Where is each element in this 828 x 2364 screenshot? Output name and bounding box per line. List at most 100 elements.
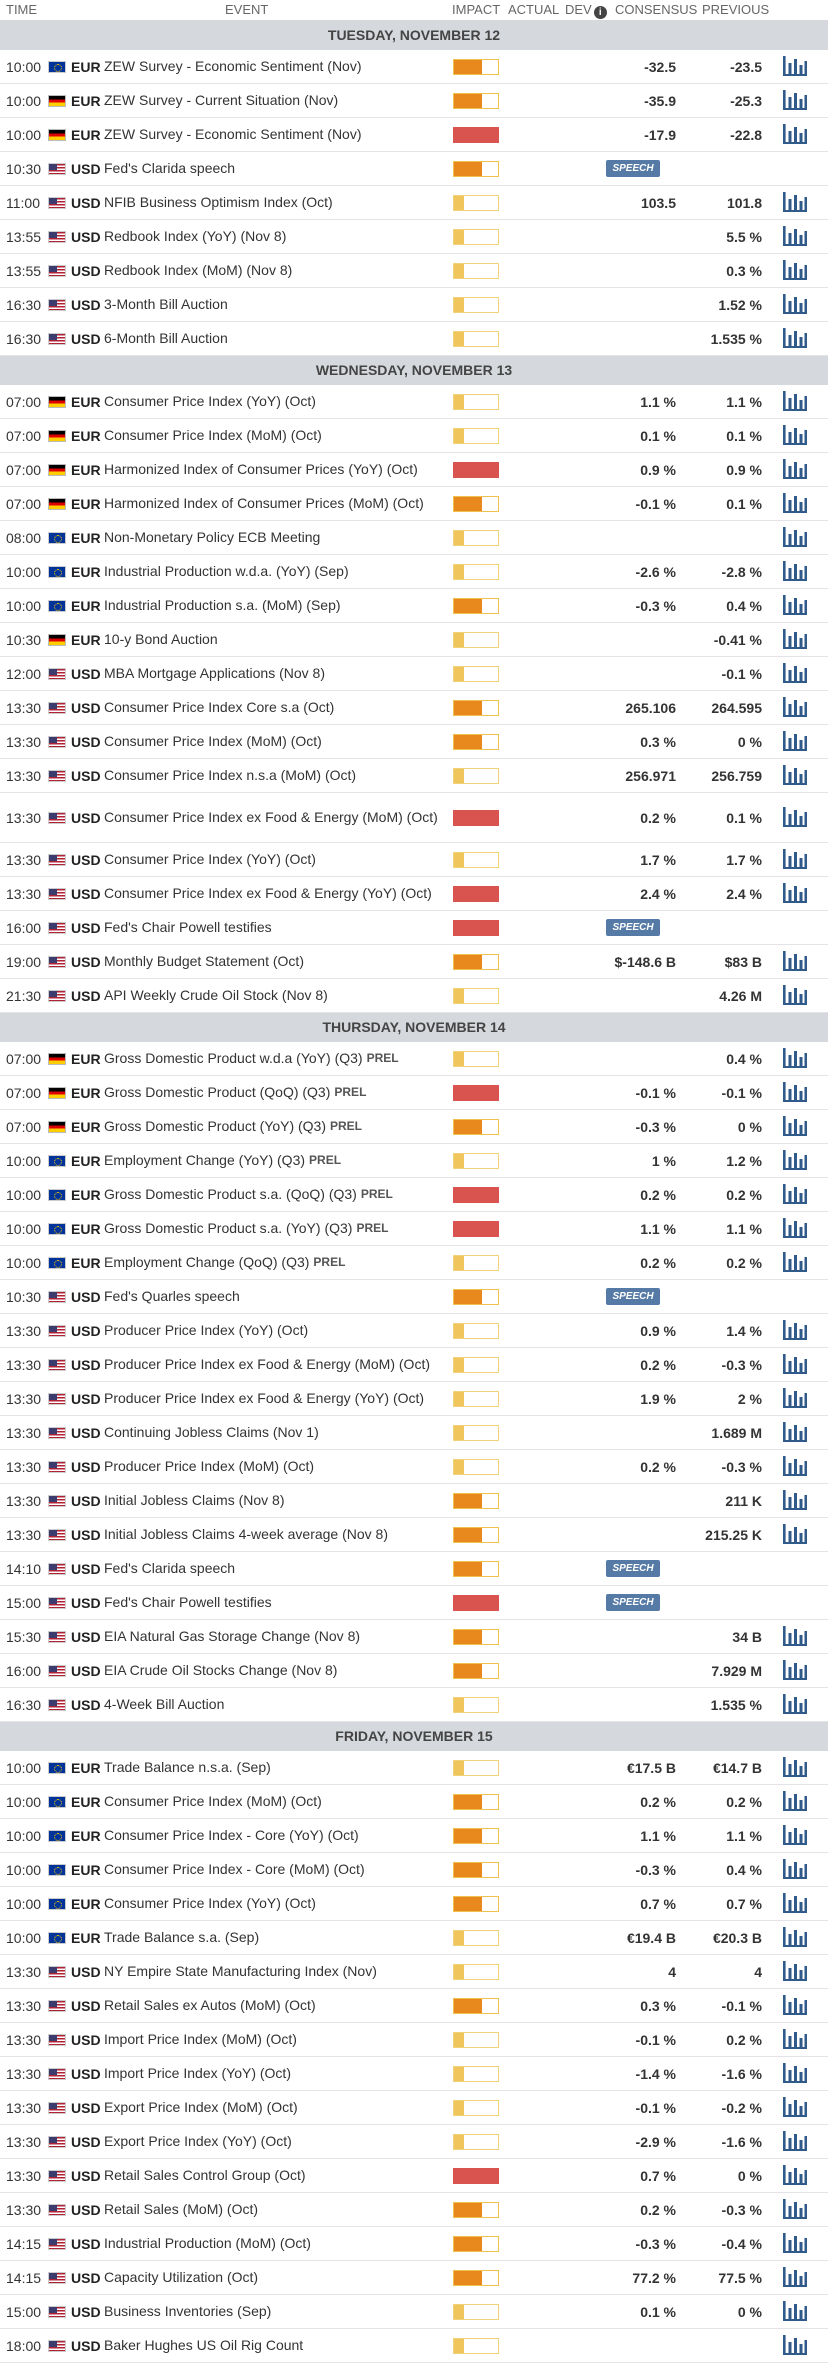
chart-button[interactable] [782, 793, 810, 842]
event-name[interactable]: API Weekly Crude Oil Stock (Nov 8) [104, 987, 328, 1003]
chart-button[interactable] [782, 759, 810, 792]
chart-button[interactable] [782, 1382, 810, 1415]
chart-button[interactable] [782, 1314, 810, 1347]
event-name-cell[interactable]: Non-Monetary Policy ECB Meeting [104, 521, 449, 554]
chart-button[interactable] [782, 1484, 810, 1517]
event-name[interactable]: Fed's Clarida speech [104, 1560, 236, 1576]
event-row[interactable]: 10:00 EUR ZEW Survey - Economic Sentiment … [0, 50, 828, 84]
event-name[interactable]: Gross Domestic Product (QoQ) (Q3) [104, 1084, 331, 1100]
event-name-cell[interactable]: Initial Jobless Claims 4-week average (N… [104, 1518, 449, 1551]
event-name[interactable]: EIA Natural Gas Storage Change (Nov 8) [104, 1628, 361, 1644]
event-name-cell[interactable]: Fed's Clarida speech [104, 1552, 449, 1585]
event-row[interactable]: 07:00 EUR Gross Domestic Product (YoY) (Q3… [0, 1110, 828, 1144]
event-name-cell[interactable]: Consumer Price Index - Core (YoY) (Oct) [104, 1819, 449, 1852]
event-row[interactable]: 10:30 USD Fed's Quarles speech SPEECH [0, 1280, 828, 1314]
event-name[interactable]: Consumer Price Index n.s.a (MoM) (Oct) [104, 767, 357, 783]
event-name-cell[interactable]: Gross Domestic Product s.a. (QoQ) (Q3) PR… [104, 1178, 449, 1211]
event-name-cell[interactable]: 3-Month Bill Auction [104, 288, 449, 321]
event-row[interactable]: 10:00 EUR ZEW Survey - Current Situation (… [0, 84, 828, 118]
event-name[interactable]: Consumer Price Index (YoY) (Oct) [104, 393, 316, 409]
event-name-cell[interactable]: ZEW Survey - Economic Sentiment (Nov) [104, 118, 449, 151]
event-name[interactable]: 6-Month Bill Auction [104, 330, 228, 346]
event-name-cell[interactable]: Consumer Price Index ex Food & Energy (Y… [104, 877, 449, 910]
event-name[interactable]: 10-y Bond Auction [104, 631, 218, 647]
event-name-cell[interactable]: Producer Price Index ex Food & Energy (Y… [104, 1382, 449, 1415]
event-name-cell[interactable]: 10-y Bond Auction [104, 623, 449, 656]
event-name[interactable]: Consumer Price Index - Core (MoM) (Oct) [104, 1861, 365, 1877]
event-name[interactable]: Retail Sales Control Group (Oct) [104, 2167, 306, 2183]
event-row[interactable]: 13:30 USD Initial Jobless Claims (Nov 8) 21… [0, 1484, 828, 1518]
event-name[interactable]: Redbook Index (YoY) (Nov 8) [104, 228, 287, 244]
chart-button[interactable] [782, 1110, 810, 1143]
chart-button[interactable] [782, 1989, 810, 2022]
event-name[interactable]: ZEW Survey - Current Situation (Nov) [104, 92, 339, 108]
event-name-cell[interactable]: Consumer Price Index n.s.a (MoM) (Oct) [104, 759, 449, 792]
chart-button[interactable] [782, 1853, 810, 1886]
event-name-cell[interactable]: NY Empire State Manufacturing Index (Nov… [104, 1955, 449, 1988]
chart-button[interactable] [782, 725, 810, 758]
event-name[interactable]: Retail Sales (MoM) (Oct) [104, 2201, 259, 2217]
chart-button[interactable] [782, 385, 810, 418]
event-name[interactable]: Industrial Production w.d.a. (YoY) (Sep) [104, 563, 349, 579]
event-name[interactable]: Producer Price Index ex Food & Energy (M… [104, 1356, 430, 1372]
chart-button[interactable] [782, 979, 810, 1012]
event-name-cell[interactable]: Baker Hughes US Oil Rig Count [104, 2329, 449, 2362]
event-name-cell[interactable]: EIA Crude Oil Stocks Change (Nov 8) [104, 1654, 449, 1687]
event-name[interactable]: Fed's Chair Powell testifies [104, 1594, 272, 1610]
event-name-cell[interactable]: 6-Month Bill Auction [104, 322, 449, 355]
event-row[interactable]: 10:00 EUR Employment Change (QoQ) (Q3) PREL… [0, 1246, 828, 1280]
event-name-cell[interactable]: Continuing Jobless Claims (Nov 1) [104, 1416, 449, 1449]
event-row[interactable]: 13:55 USD Redbook Index (YoY) (Nov 8) 5.5 % [0, 220, 828, 254]
event-name[interactable]: Producer Price Index (MoM) (Oct) [104, 1458, 315, 1474]
event-name-cell[interactable]: Producer Price Index (YoY) (Oct) [104, 1314, 449, 1347]
event-name[interactable]: Employment Change (YoY) (Q3) [104, 1152, 306, 1168]
event-name[interactable]: Harmonized Index of Consumer Prices (MoM… [104, 495, 424, 511]
event-row[interactable]: 10:00 EUR Trade Balance s.a. (Sep) €19.4 B €… [0, 1921, 828, 1955]
event-name[interactable]: Initial Jobless Claims (Nov 8) [104, 1492, 285, 1508]
chart-button[interactable] [782, 220, 810, 253]
event-row[interactable]: 14:15 USD Capacity Utilization (Oct) 77.2 %… [0, 2261, 828, 2295]
event-name-cell[interactable]: Consumer Price Index - Core (MoM) (Oct) [104, 1853, 449, 1886]
event-row[interactable]: 10:30 EUR 10-y Bond Auction -0.41 % [0, 623, 828, 657]
event-name[interactable]: Gross Domestic Product w.d.a (YoY) (Q3) [104, 1050, 363, 1066]
chart-button[interactable] [782, 843, 810, 876]
event-row[interactable]: 07:00 EUR Gross Domestic Product (QoQ) (Q3… [0, 1076, 828, 1110]
event-name[interactable]: Trade Balance s.a. (Sep) [104, 1929, 260, 1945]
event-name[interactable]: Consumer Price Index (YoY) (Oct) [104, 851, 316, 867]
chart-button[interactable] [782, 1955, 810, 1988]
event-row[interactable]: 10:00 EUR Industrial Production s.a. (MoM)… [0, 589, 828, 623]
event-name-cell[interactable]: Retail Sales ex Autos (MoM) (Oct) [104, 1989, 449, 2022]
event-name[interactable]: NY Empire State Manufacturing Index (Nov… [104, 1963, 377, 1979]
event-name-cell[interactable]: Fed's Chair Powell testifies [104, 1586, 449, 1619]
event-name-cell[interactable]: Import Price Index (MoM) (Oct) [104, 2023, 449, 2056]
event-name-cell[interactable]: ZEW Survey - Economic Sentiment (Nov) [104, 50, 449, 83]
chart-button[interactable] [782, 322, 810, 355]
chart-button[interactable] [782, 691, 810, 724]
chart-button[interactable] [782, 589, 810, 622]
event-row[interactable]: 16:30 USD 4-Week Bill Auction 1.535 % [0, 1688, 828, 1722]
event-name[interactable]: MBA Mortgage Applications (Nov 8) [104, 665, 325, 681]
event-row[interactable]: 10:00 EUR ZEW Survey - Economic Sentiment … [0, 118, 828, 152]
event-name[interactable]: Monthly Budget Statement (Oct) [104, 953, 304, 969]
info-icon[interactable]: i [593, 6, 607, 19]
event-row[interactable]: 11:00 USD NFIB Business Optimism Index (Oc… [0, 186, 828, 220]
event-row[interactable]: 10:00 EUR Industrial Production w.d.a. (Yo… [0, 555, 828, 589]
event-row[interactable]: 21:30 USD API Weekly Crude Oil Stock (Nov … [0, 979, 828, 1013]
chart-button[interactable] [782, 1246, 810, 1279]
event-row[interactable]: 10:00 EUR Consumer Price Index - Core (YoY… [0, 1819, 828, 1853]
event-row[interactable]: 07:00 EUR Consumer Price Index (MoM) (Oct)… [0, 419, 828, 453]
event-row[interactable]: 13:30 USD Consumer Price Index n.s.a (MoM)… [0, 759, 828, 793]
event-row[interactable]: 13:30 USD Producer Price Index ex Food & E… [0, 1382, 828, 1416]
chart-button[interactable] [782, 521, 810, 554]
chart-button[interactable] [782, 2193, 810, 2226]
event-name[interactable]: 4-Week Bill Auction [104, 1696, 225, 1712]
event-name-cell[interactable]: Retail Sales Control Group (Oct) [104, 2159, 449, 2192]
event-name-cell[interactable]: Export Price Index (MoM) (Oct) [104, 2091, 449, 2124]
chart-button[interactable] [782, 1688, 810, 1721]
event-name[interactable]: Consumer Price Index (MoM) (Oct) [104, 1793, 322, 1809]
event-name-cell[interactable]: Trade Balance s.a. (Sep) [104, 1921, 449, 1954]
chart-button[interactable] [782, 1144, 810, 1177]
event-row[interactable]: 19:00 USD Monthly Budget Statement (Oct) $-… [0, 945, 828, 979]
event-name[interactable]: Export Price Index (YoY) (Oct) [104, 2133, 292, 2149]
chart-button[interactable] [782, 254, 810, 287]
